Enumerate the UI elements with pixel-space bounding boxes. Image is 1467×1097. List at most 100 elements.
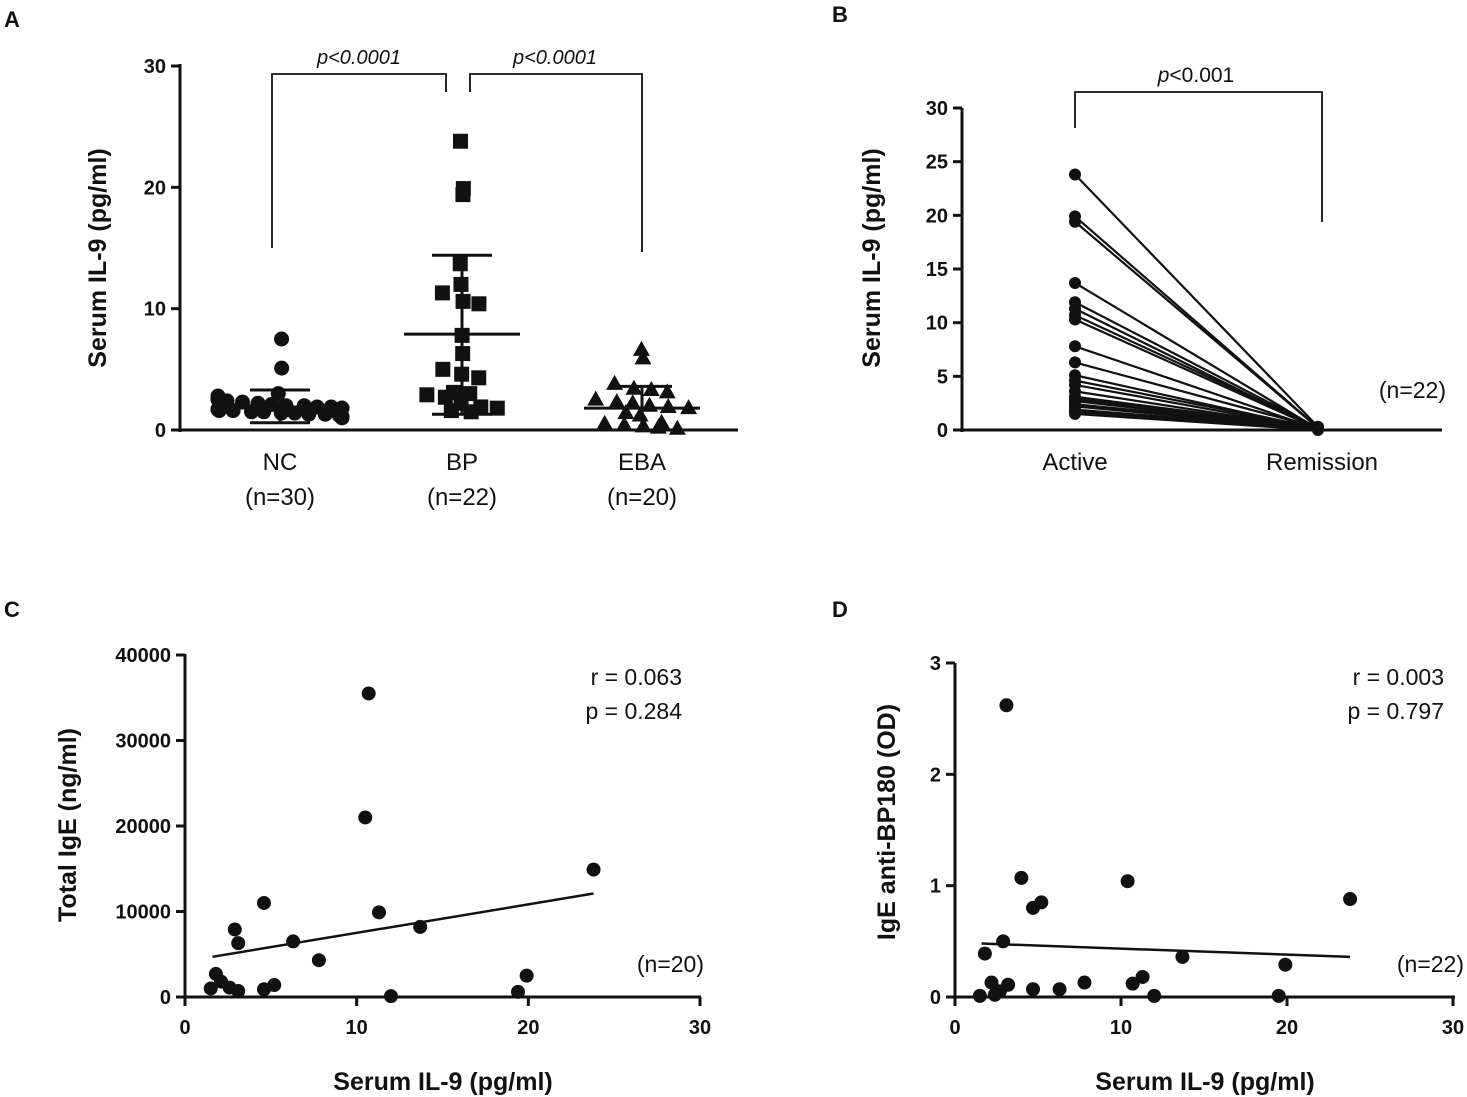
a-bp-point-19 — [489, 400, 505, 416]
b-pair-line-11 — [1074, 379, 1319, 429]
d-point-19 — [972, 988, 987, 1003]
d-point-0 — [999, 698, 1014, 713]
a-bp-point-10 — [435, 361, 451, 377]
a-eba-point-8 — [624, 394, 642, 410]
d-point-1 — [1014, 870, 1029, 885]
a-nc-point-25 — [301, 406, 317, 422]
b-pair-line-6 — [1074, 314, 1319, 429]
a-nc-point-24 — [287, 405, 303, 421]
b-remission-point-21 — [1312, 424, 1324, 436]
a-cat-nc-n: (n=30) — [245, 484, 315, 511]
b-cat-remission: Remission — [1266, 449, 1378, 476]
a-bp-point-16 — [437, 389, 453, 405]
a-bp-point-21 — [463, 404, 479, 420]
d-n-label: (n=22) — [1397, 951, 1464, 977]
d-ytick-label-1: 1 — [930, 876, 941, 898]
c-point-7 — [231, 936, 246, 951]
d-point-8 — [1175, 949, 1190, 964]
a-eba-point-15 — [596, 414, 614, 430]
a-eba-point-7 — [608, 393, 626, 409]
b-pair-line-9 — [1074, 361, 1319, 429]
a-nc-point-29 — [334, 410, 350, 426]
d-point-21 — [1271, 988, 1286, 1003]
c-point-2 — [586, 862, 601, 877]
d-ytick-label-0: 0 — [930, 987, 941, 1009]
panel-letter-c: C — [4, 597, 20, 622]
c-ytick-label-0: 0 — [160, 987, 171, 1009]
b-sig-value: <0.001 — [1169, 64, 1234, 87]
b-active-point-7 — [1069, 313, 1081, 326]
a-bp-point-3 — [452, 256, 468, 272]
c-point-4 — [371, 905, 386, 920]
a-cat-eba: EBA — [618, 449, 666, 476]
d-xtick-label-2: 20 — [1276, 1017, 1298, 1039]
d-point-10 — [1135, 969, 1150, 984]
d-xtick-label-0: 0 — [949, 1017, 960, 1039]
b-y-axis-title: Serum IL-9 (pg/ml) — [858, 148, 886, 367]
a-eba-point-6 — [587, 390, 605, 406]
b-ytick-label-6: 30 — [926, 98, 948, 120]
a-sig-bp-eba: p<0.0001 — [512, 47, 597, 69]
a-bracket-nc-bp — [271, 73, 447, 248]
a-eba-point-10 — [659, 397, 677, 413]
c-point-17 — [384, 989, 398, 1004]
d-stat-r: r = 0.003 — [1353, 664, 1444, 690]
a-ytick-label-3: 30 — [144, 56, 166, 78]
a-cat-eba-n: (n=20) — [607, 484, 677, 511]
c-point-3 — [256, 895, 271, 910]
a-y-axis-title: Serum IL-9 (pg/ml) — [84, 148, 112, 367]
d-point-2 — [1120, 874, 1135, 889]
b-active-point-8 — [1069, 340, 1081, 353]
b-pair-line-14 — [1074, 395, 1319, 429]
a-cat-nc: NC — [263, 449, 298, 476]
c-xtick-label-3: 30 — [689, 1017, 711, 1039]
b-cat-active: Active — [1042, 449, 1107, 476]
a-nc-point-19 — [211, 403, 227, 419]
a-bracket-bp-eba — [469, 73, 643, 252]
c-stat-p: p = 0.284 — [585, 698, 682, 724]
d-point-5 — [1026, 900, 1041, 915]
c-point-1 — [358, 810, 373, 825]
c-y-axis-title: Total IgE (ng/ml) — [54, 728, 82, 922]
b-ytick-label-5: 25 — [926, 152, 948, 174]
b-pair-line-4 — [1074, 301, 1319, 429]
c-ytick-label-1: 10000 — [115, 902, 171, 924]
d-xtick-label-1: 10 — [1110, 1017, 1132, 1039]
c-ytick-label-3: 30000 — [115, 731, 171, 753]
d-ytick-label-3: 3 — [930, 653, 941, 675]
a-nc-point-26 — [317, 406, 333, 422]
c-point-5 — [413, 919, 428, 934]
panel-b-chart: 0 5 10 15 20 25 30 Serum IL-9 (pg/ml) Active R… — [858, 64, 1446, 476]
d-point-16 — [1052, 982, 1067, 997]
d-ytick-label-2: 2 — [930, 764, 941, 786]
a-bp-point-20 — [443, 403, 459, 419]
a-bp-point-5 — [434, 285, 450, 301]
a-eba-point-4 — [642, 380, 660, 396]
a-cat-bp-n: (n=22) — [427, 484, 497, 511]
b-ytick-label-2: 10 — [926, 313, 948, 335]
c-xtick-label-2: 20 — [517, 1017, 539, 1039]
c-point-19 — [511, 984, 526, 999]
a-ytick-label-1: 10 — [144, 299, 166, 321]
c-point-18 — [519, 968, 534, 983]
d-point-18 — [987, 987, 1002, 1002]
c-point-9 — [311, 953, 326, 968]
b-ytick-label-0: 0 — [937, 420, 948, 442]
c-point-0 — [361, 686, 376, 701]
d-regression-line — [981, 942, 1351, 959]
panel-d-chart: 0 1 2 3 0 10 20 30 IgE anti-BP180 (OD) Serum I… — [873, 653, 1464, 1096]
b-pair-line-17 — [1074, 403, 1319, 429]
panel-letter-d: D — [832, 597, 848, 622]
d-xtick-label-3: 30 — [1442, 1017, 1464, 1039]
b-pair-line-7 — [1074, 318, 1319, 430]
d-point-11 — [984, 975, 999, 990]
a-bp-point-0 — [453, 133, 469, 149]
b-pair-line-21 — [1074, 412, 1319, 432]
b-bracket — [1074, 91, 1323, 222]
a-bp-point-12 — [471, 370, 487, 386]
a-cat-bp: BP — [446, 449, 478, 476]
b-active-point-2 — [1069, 215, 1081, 228]
a-eba-point-12 — [617, 404, 635, 420]
c-point-8 — [286, 934, 301, 949]
b-pair-line-2 — [1074, 220, 1319, 429]
